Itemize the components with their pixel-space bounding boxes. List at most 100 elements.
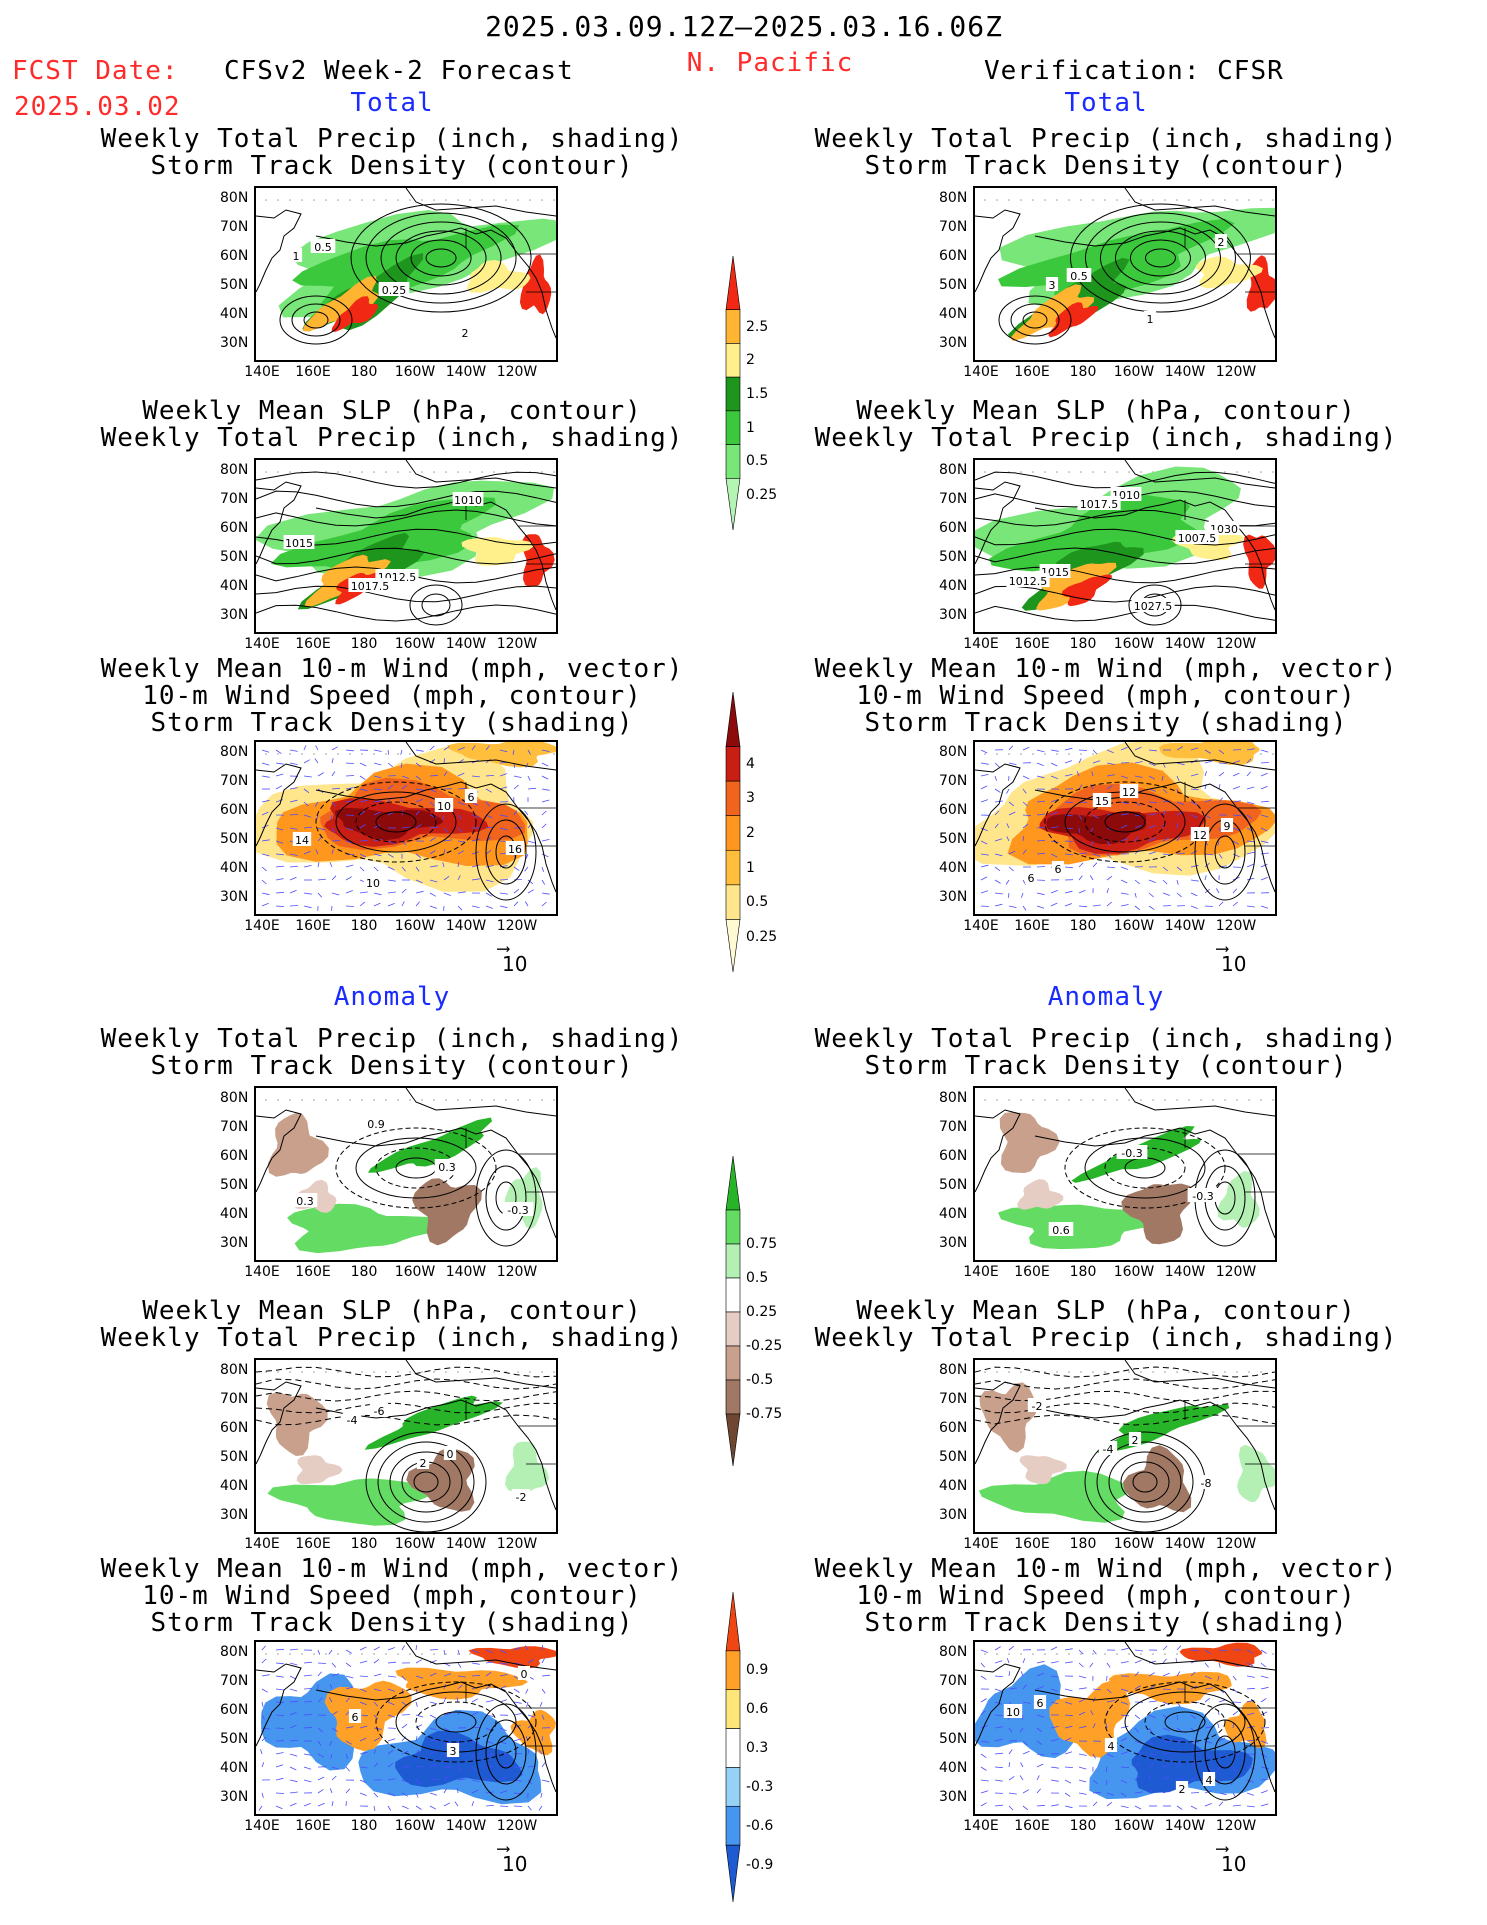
shading-layer bbox=[998, 1112, 1260, 1250]
lat-tick-label: 40N bbox=[939, 578, 968, 594]
map-panel-3-0: 0.3 0.9 0.3 -0.3 bbox=[254, 1086, 558, 1262]
lat-tick-label: 60N bbox=[939, 1420, 968, 1436]
shading-layer bbox=[998, 207, 1275, 342]
reference-vector-arrow: ⟶ bbox=[498, 938, 509, 959]
lon-tick-label: 160W bbox=[1113, 1536, 1155, 1552]
shading-region bbox=[1046, 811, 1147, 844]
grid-dot bbox=[421, 1371, 423, 1373]
coastline bbox=[256, 460, 556, 611]
panel-title-line: Weekly Total Precip (inch, shading) bbox=[100, 124, 684, 154]
grid-dot bbox=[1068, 199, 1070, 201]
lon-tick-label: 140E bbox=[244, 1536, 280, 1552]
colorbar-segment bbox=[725, 309, 741, 344]
map-svg: 9 6 12 12 6 15 bbox=[975, 742, 1275, 911]
total-label-left: Total bbox=[350, 88, 434, 118]
svg-text:10: 10 bbox=[437, 800, 451, 813]
lat-tick-label: 70N bbox=[939, 1673, 968, 1689]
panel-title-line: Storm Track Density (contour) bbox=[864, 151, 1348, 181]
grid-dot bbox=[1272, 471, 1274, 473]
grid-dot bbox=[1188, 1099, 1190, 1101]
contour-layer bbox=[315, 781, 537, 901]
svg-text:-2: -2 bbox=[516, 1491, 527, 1504]
lat-tick-label: 30N bbox=[939, 1789, 968, 1805]
lon-tick-label: 180 bbox=[1069, 636, 1097, 652]
map-svg: 4 6 4 2 10 bbox=[975, 1642, 1275, 1811]
grid-dot bbox=[1236, 1371, 1238, 1373]
grid-dot bbox=[529, 1099, 531, 1101]
lon-tick-label: 120W bbox=[1215, 1536, 1257, 1552]
svg-text:-6: -6 bbox=[374, 1405, 385, 1418]
grid-dot bbox=[1128, 1371, 1130, 1373]
map-svg: 0.5 0.25 2 1 bbox=[256, 188, 556, 345]
grid-dot bbox=[469, 1099, 471, 1101]
lat-tick-label: 40N bbox=[939, 1478, 968, 1494]
lon-tick-label: 180 bbox=[1069, 918, 1097, 934]
colorbar-segment bbox=[725, 1844, 741, 1903]
grid-dot bbox=[1008, 1099, 1010, 1101]
grid-dot bbox=[361, 1371, 363, 1373]
svg-text:-8: -8 bbox=[1201, 1477, 1212, 1490]
grid-dot bbox=[349, 1653, 351, 1655]
grid-dot bbox=[553, 199, 555, 201]
grid-dot bbox=[397, 471, 399, 473]
lon-tick-label: 120W bbox=[496, 1818, 538, 1834]
colorbar-segment bbox=[725, 780, 741, 817]
lon-tick-label: 160E bbox=[295, 1818, 331, 1834]
map-svg: 0.3 0.9 0.3 -0.3 bbox=[256, 1088, 556, 1254]
lat-tick-label: 70N bbox=[939, 219, 968, 235]
grid-dot bbox=[265, 199, 267, 201]
panel-title-line: Storm Track Density (shading) bbox=[864, 1608, 1348, 1638]
contour-label: 1 bbox=[289, 248, 303, 263]
lat-tick-label: 50N bbox=[220, 831, 249, 847]
shading-layer bbox=[978, 1382, 1275, 1523]
svg-text:6: 6 bbox=[352, 1711, 359, 1724]
shading-region bbox=[367, 1117, 493, 1173]
contour-label: 0.9 bbox=[363, 1116, 389, 1131]
map-panel-3-1: 0.6 -0.3 -0.3 bbox=[973, 1086, 1277, 1262]
grid-dots bbox=[265, 1371, 555, 1373]
svg-text:-2: -2 bbox=[1032, 1400, 1043, 1413]
grid-dot bbox=[1128, 471, 1130, 473]
grid-dot bbox=[301, 1371, 303, 1373]
svg-text:4: 4 bbox=[1108, 1740, 1115, 1753]
grid-dot bbox=[1248, 471, 1250, 473]
grid-dot bbox=[1080, 199, 1082, 201]
svg-text:2: 2 bbox=[462, 327, 469, 340]
svg-text:1027.5: 1027.5 bbox=[1134, 600, 1173, 613]
lon-tick-label: 140W bbox=[445, 364, 487, 380]
grid-dot bbox=[433, 199, 435, 201]
grid-dot bbox=[1104, 1099, 1106, 1101]
grid-dot bbox=[1116, 1653, 1118, 1655]
grid-dot bbox=[493, 1371, 495, 1373]
contour-label: 9 bbox=[1220, 818, 1234, 833]
lon-tick-label: 160W bbox=[394, 636, 436, 652]
lon-tick-label: 120W bbox=[1215, 364, 1257, 380]
grid-dot bbox=[373, 1099, 375, 1101]
panel-title-line: Weekly Mean 10-m Wind (mph, vector) bbox=[814, 1554, 1398, 1584]
lat-tick-label: 60N bbox=[220, 1702, 249, 1718]
grid-dot bbox=[469, 1371, 471, 1373]
lon-tick-label: 160W bbox=[1113, 1818, 1155, 1834]
grid-dot bbox=[1224, 199, 1226, 201]
grid-dot bbox=[325, 1099, 327, 1101]
grid-dot bbox=[445, 199, 447, 201]
grid-dot bbox=[1236, 199, 1238, 201]
grid-dot bbox=[1068, 1099, 1070, 1101]
svg-text:1010: 1010 bbox=[454, 494, 482, 507]
lon-tick-label: 120W bbox=[496, 636, 538, 652]
grid-dot bbox=[1104, 199, 1106, 201]
reference-vector-arrow: ⟶ bbox=[1217, 938, 1228, 959]
grid-dot bbox=[1140, 199, 1142, 201]
total-label-right: Total bbox=[1064, 88, 1148, 118]
grid-dot bbox=[996, 1371, 998, 1373]
lon-tick-label: 120W bbox=[496, 918, 538, 934]
colorbar-tick-label: 1 bbox=[746, 419, 755, 436]
grid-dot bbox=[313, 1653, 315, 1655]
contour-label: 14 bbox=[292, 832, 312, 847]
lon-tick-label: 180 bbox=[1069, 1264, 1097, 1280]
grid-dot bbox=[445, 1099, 447, 1101]
svg-text:10: 10 bbox=[1006, 1706, 1020, 1719]
lon-tick-label: 160E bbox=[1014, 1818, 1050, 1834]
lon-tick-label: 140E bbox=[244, 364, 280, 380]
grid-dot bbox=[1044, 753, 1046, 755]
